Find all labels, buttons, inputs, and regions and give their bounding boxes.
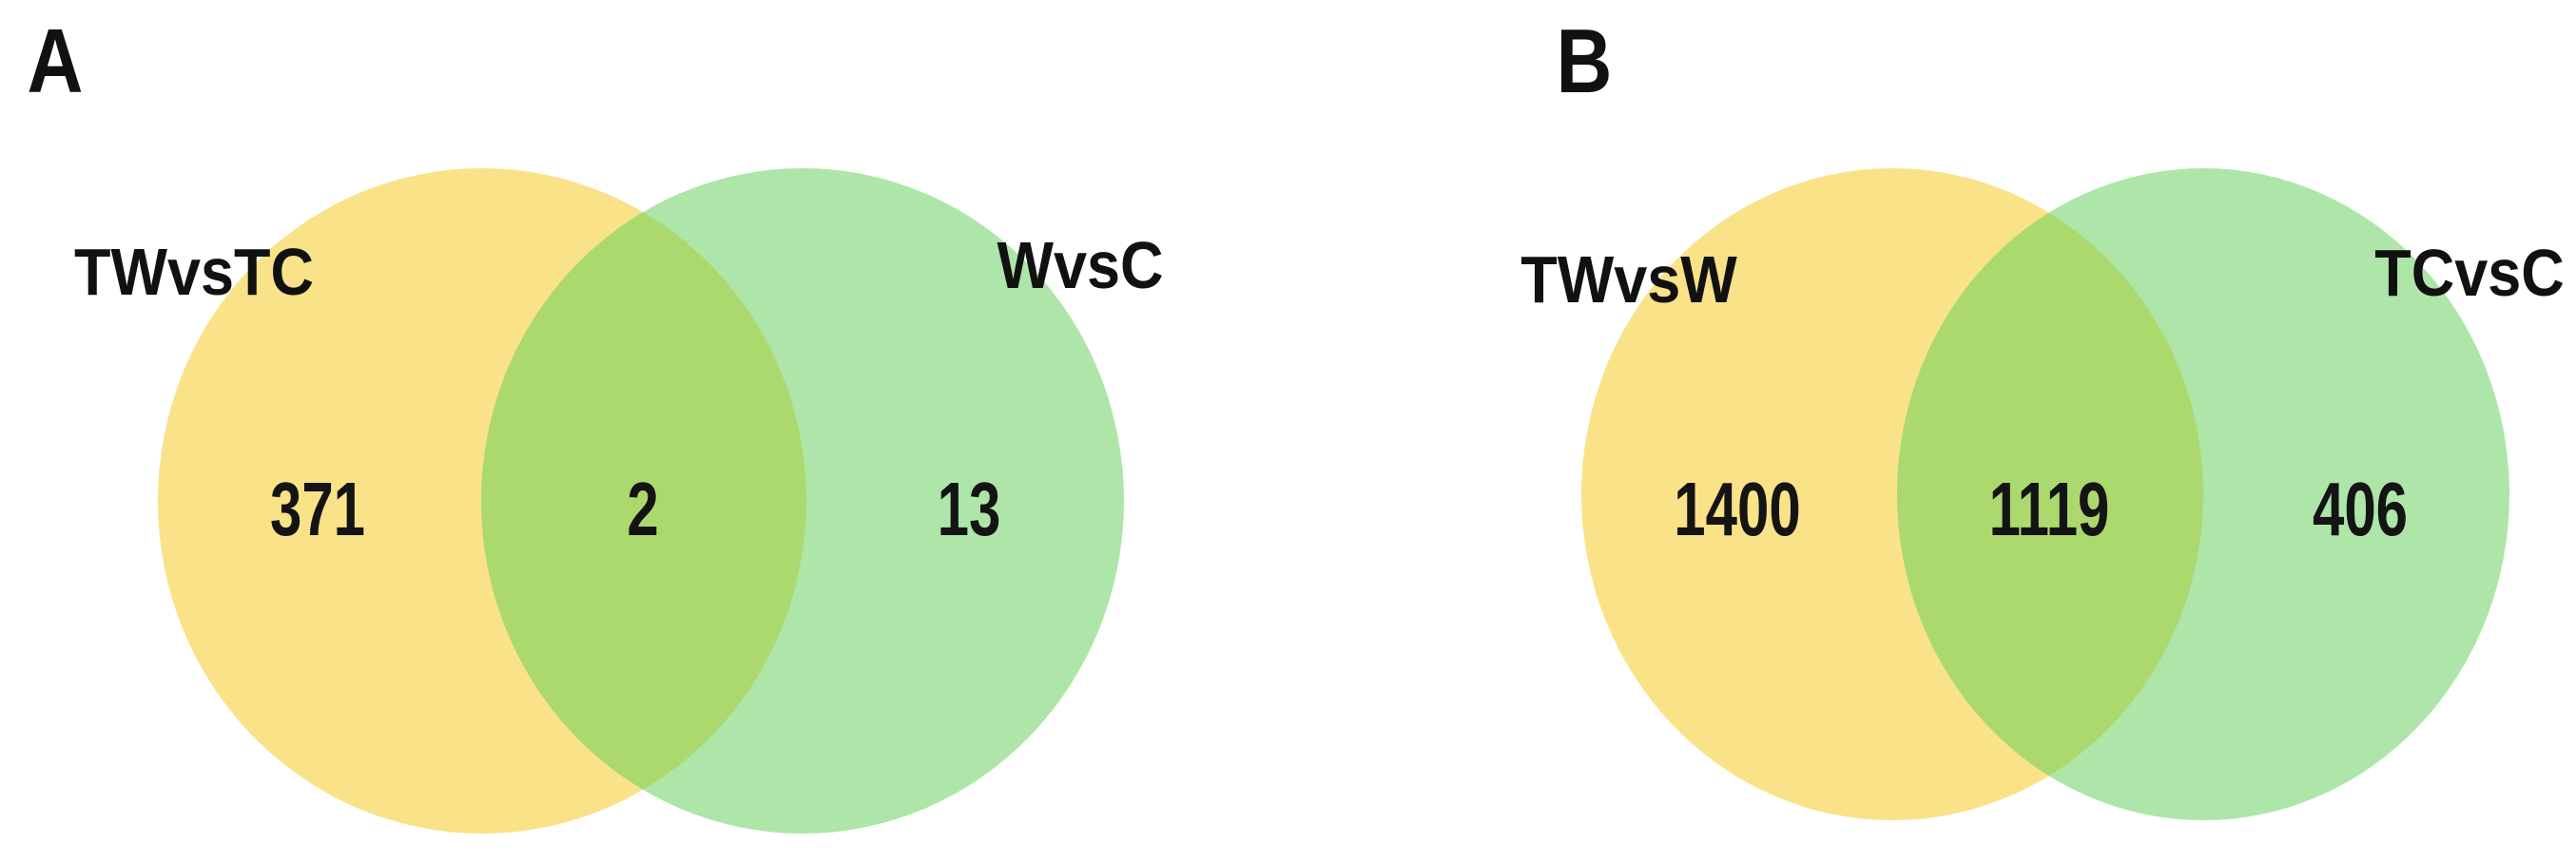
- panel-b-overlap-count: 1119: [1989, 467, 2110, 551]
- panel-a-letter: A: [28, 10, 84, 112]
- panel-a: A TWvsTC WvsC 371 2 13: [28, 10, 1164, 834]
- panel-b-right-set-label: TCvsC: [2374, 237, 2565, 311]
- panel-b-left-unique-count: 1400: [1674, 467, 1800, 551]
- panel-b-left-set-label: TWvsW: [1520, 243, 1737, 317]
- panel-a-left-unique-count: 371: [270, 467, 365, 551]
- panel-b-overlap-region: [1897, 168, 2203, 820]
- panel-b-letter: B: [1557, 10, 1613, 112]
- panel-a-left-set-label: TWvsTC: [74, 236, 314, 310]
- panel-b: B TWvsW TCvsC 1400 1119 406: [1520, 10, 2565, 820]
- panel-a-overlap-count: 2: [627, 467, 658, 551]
- panel-b-right-unique-count: 406: [2313, 467, 2408, 551]
- panel-a-overlap-region: [481, 168, 806, 834]
- panel-a-right-unique-count: 13: [938, 467, 1001, 551]
- panel-a-right-set-label: WvsC: [997, 229, 1163, 303]
